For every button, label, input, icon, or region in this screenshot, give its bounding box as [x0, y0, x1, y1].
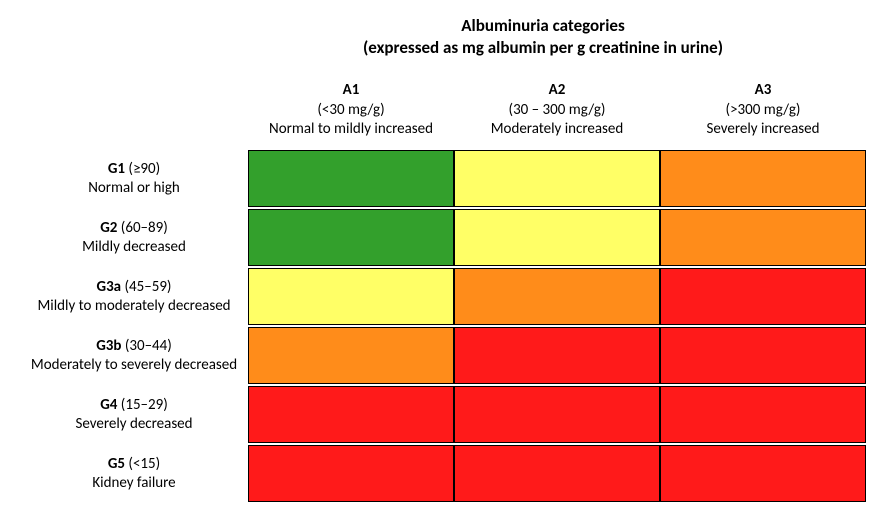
- cell-g4-a2: [454, 386, 660, 443]
- cell-g1-a2: [454, 150, 660, 207]
- col-header-a3: A3 (>300 mg/g) Severely increased: [660, 77, 866, 150]
- row-code: G3a: [97, 278, 122, 296]
- row-code: G3b: [96, 337, 121, 355]
- row-range: (60–89): [121, 219, 168, 237]
- heatmap-grid: A1 (<30 mg/g) Normal to mildly increased…: [20, 77, 866, 504]
- col-header-a1: A1 (<30 mg/g) Normal to mildly increased: [248, 77, 454, 150]
- col-code: A1: [343, 81, 360, 99]
- row-code: G4: [100, 396, 117, 414]
- row-code: G2: [100, 219, 117, 237]
- row-range: (45–59): [125, 278, 172, 296]
- col-desc: Moderately increased: [456, 120, 658, 140]
- cell-g3a-a3: [660, 268, 866, 325]
- cell-g3a-a1: [248, 268, 454, 325]
- row-desc: Mildly to moderately decreased: [37, 297, 230, 317]
- row-desc: Mildly decreased: [82, 238, 186, 258]
- row-code: G5: [108, 455, 125, 473]
- row-range: (30–44): [125, 337, 172, 355]
- title-line-1: Albuminuria categories: [220, 15, 866, 37]
- row-range: (≥90): [128, 160, 160, 178]
- cell-g3a-a2: [454, 268, 660, 325]
- cell-g3b-a3: [660, 327, 866, 384]
- cell-g2-a2: [454, 209, 660, 266]
- row-desc: Normal or high: [88, 179, 180, 199]
- cell-g1-a1: [248, 150, 454, 207]
- row-desc: Severely decreased: [75, 415, 192, 435]
- cell-g4-a1: [248, 386, 454, 443]
- col-code: A2: [549, 81, 566, 99]
- cell-g5-a2: [454, 445, 660, 502]
- row-header-g2: G2 (60–89) Mildly decreased: [20, 209, 248, 268]
- cell-g5-a3: [660, 445, 866, 502]
- col-range: (30 – 300 mg/g): [456, 101, 658, 121]
- row-header-g1: G1 (≥90) Normal or high: [20, 150, 248, 209]
- ckd-risk-heatmap: Albuminuria categories (expressed as mg …: [20, 15, 866, 504]
- chart-title: Albuminuria categories (expressed as mg …: [220, 15, 866, 59]
- row-header-g5: G5 (<15) Kidney failure: [20, 445, 248, 504]
- col-desc: Severely increased: [662, 120, 864, 140]
- row-header-g3b: G3b (30–44) Moderately to severely decre…: [20, 327, 248, 386]
- col-header-a2: A2 (30 – 300 mg/g) Moderately increased: [454, 77, 660, 150]
- cell-g2-a1: [248, 209, 454, 266]
- cell-g3b-a1: [248, 327, 454, 384]
- cell-g1-a3: [660, 150, 866, 207]
- row-header-g4: G4 (15–29) Severely decreased: [20, 386, 248, 445]
- col-range: (<30 mg/g): [250, 101, 452, 121]
- row-desc: Kidney failure: [92, 474, 175, 494]
- col-range: (>300 mg/g): [662, 101, 864, 121]
- row-code: G1: [108, 160, 125, 178]
- row-desc: Moderately to severely decreased: [31, 356, 237, 376]
- row-range: (<15): [128, 455, 160, 473]
- row-header-g3a: G3a (45–59) Mildly to moderately decreas…: [20, 268, 248, 327]
- row-range: (15–29): [121, 396, 168, 414]
- col-desc: Normal to mildly increased: [250, 120, 452, 140]
- grid-corner: [20, 77, 248, 150]
- cell-g5-a1: [248, 445, 454, 502]
- cell-g3b-a2: [454, 327, 660, 384]
- title-line-2: (expressed as mg albumin per g creatinin…: [220, 37, 866, 59]
- cell-g4-a3: [660, 386, 866, 443]
- cell-g2-a3: [660, 209, 866, 266]
- col-code: A3: [755, 81, 772, 99]
